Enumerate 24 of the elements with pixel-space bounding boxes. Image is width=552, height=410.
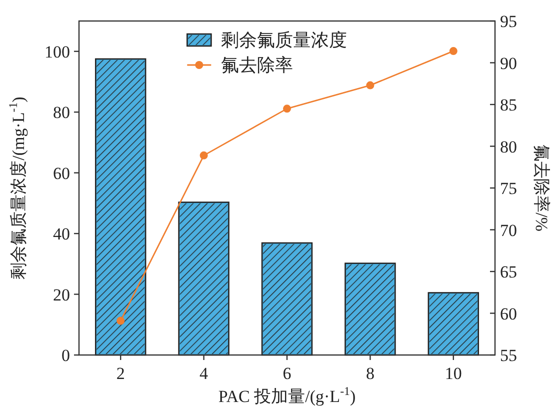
x-tick-label: 4 [200,364,209,383]
y2-axis-title: 氟去除率/% [532,144,551,232]
y2-tick-label: 75 [500,179,517,198]
y2-tick-label: 90 [500,54,517,73]
y2-tick-label: 65 [500,262,517,282]
x-axis-title: PAC 投加量/(g·L$^{-1}$) [218,384,356,406]
x-tick-label: 2 [116,364,125,383]
y2-tick-label: 60 [500,304,517,324]
x-tick-label: 10 [444,364,462,383]
y-tick-label: 100 [44,42,70,62]
y2-tick-label: 80 [500,137,517,156]
y-tick-label: 80 [53,103,70,122]
y-tick-label: 40 [53,224,70,244]
y2-tick-label: 55 [500,346,517,365]
y2-tick-label: 85 [500,96,517,114]
legend-label: 氟去除率 [221,55,294,75]
x-tick-label: 6 [282,364,292,383]
y-tick-label: 20 [53,285,70,304]
x-tick-label: 8 [366,364,374,383]
y-tick-label: 60 [53,164,70,183]
legend-label: 剩余氟质量浓度 [221,30,348,50]
y-tick-label: 0 [62,346,70,365]
y2-tick-label: 70 [500,220,517,240]
y2-tick-label: 95 [500,12,517,31]
